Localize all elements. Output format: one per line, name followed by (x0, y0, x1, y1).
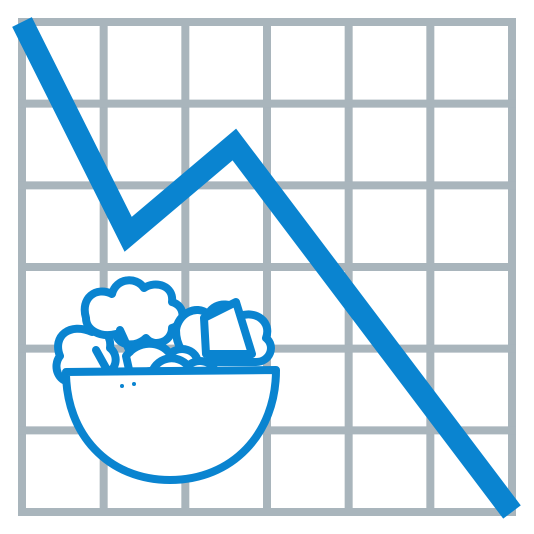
salad-bowl-icon (52, 276, 280, 484)
series-line (12, 17, 521, 519)
chart-series (12, 17, 521, 519)
